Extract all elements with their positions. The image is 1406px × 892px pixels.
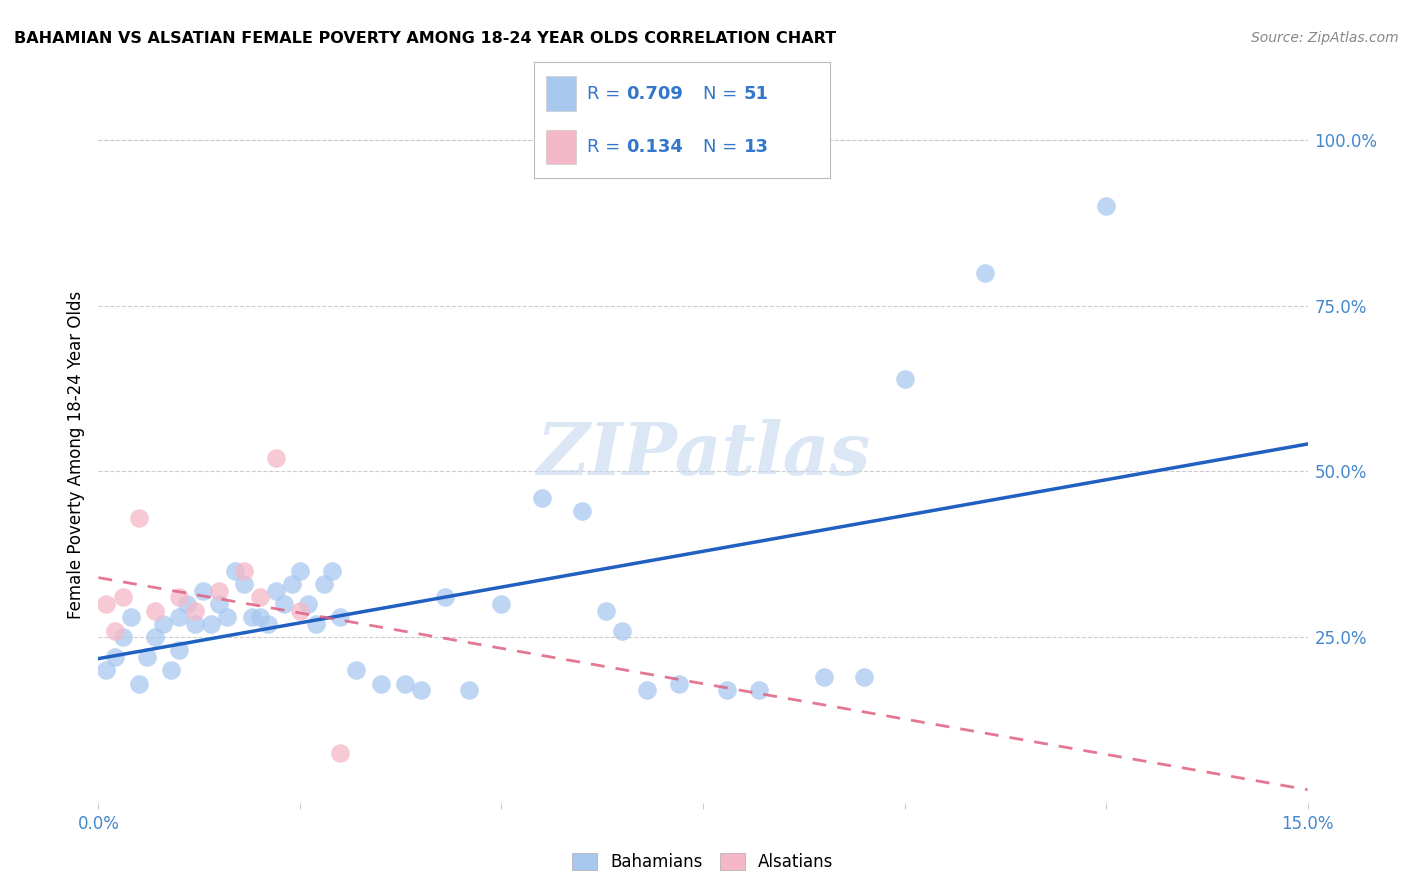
Point [152, 616, 174, 631]
Point [160, 663, 183, 677]
Text: BAHAMIAN VS ALSATIAN FEMALE POVERTY AMONG 18-24 YEAR OLDS CORRELATION CHART: BAHAMIAN VS ALSATIAN FEMALE POVERTY AMON… [14, 31, 837, 46]
Point [297, 597, 319, 611]
Point [434, 591, 457, 605]
Point [288, 564, 311, 578]
Y-axis label: Female Poverty Among 18-24 Year Olds: Female Poverty Among 18-24 Year Olds [66, 291, 84, 619]
Point [120, 610, 142, 624]
Point [249, 610, 271, 624]
Text: ZIPatlas: ZIPatlas [536, 419, 870, 491]
Point [103, 624, 125, 638]
Bar [546, 77, 575, 112]
Point [329, 610, 352, 624]
Point [370, 676, 392, 690]
Point [224, 564, 246, 578]
Point [571, 504, 593, 518]
Point [893, 372, 915, 386]
Text: 0.134: 0.134 [626, 138, 683, 156]
Point [748, 683, 770, 698]
Point [208, 597, 231, 611]
Point [128, 676, 150, 690]
Text: 0.709: 0.709 [626, 85, 683, 103]
Point [273, 597, 295, 611]
Point [394, 676, 416, 690]
Point [595, 604, 617, 618]
Text: R =: R = [588, 85, 620, 103]
Point [458, 683, 481, 698]
Point [96, 663, 118, 677]
Point [281, 577, 304, 591]
Text: 13: 13 [744, 138, 769, 156]
Text: 51: 51 [744, 85, 769, 103]
Text: R =: R = [588, 138, 620, 156]
Point [111, 630, 134, 644]
Point [217, 610, 239, 624]
Point [321, 564, 343, 578]
Point [636, 683, 658, 698]
Point [167, 610, 190, 624]
Point [409, 683, 432, 698]
Point [232, 577, 254, 591]
Point [128, 511, 150, 525]
Point [111, 591, 134, 605]
Text: N =: N = [703, 85, 737, 103]
Point [143, 604, 166, 618]
Point [184, 616, 207, 631]
Point [240, 610, 263, 624]
Point [1095, 199, 1118, 213]
Point [200, 616, 222, 631]
Point [491, 597, 513, 611]
Point [530, 491, 553, 505]
Point [813, 670, 835, 684]
Point [143, 630, 166, 644]
Point [305, 616, 328, 631]
Point [344, 663, 367, 677]
Point [96, 597, 118, 611]
Point [288, 604, 311, 618]
Point [716, 683, 738, 698]
Point [249, 591, 271, 605]
Point [264, 583, 287, 598]
Point [329, 746, 352, 760]
Bar [546, 129, 575, 164]
Point [167, 643, 190, 657]
Point [264, 451, 287, 466]
Point [612, 624, 634, 638]
Point [208, 583, 231, 598]
Point [232, 564, 254, 578]
Point [167, 591, 190, 605]
Point [103, 650, 125, 665]
Point [135, 650, 157, 665]
Legend: Bahamians, Alsatians: Bahamians, Alsatians [565, 847, 841, 878]
Point [193, 583, 215, 598]
Point [974, 266, 997, 280]
Point [314, 577, 336, 591]
Point [256, 616, 278, 631]
Point [853, 670, 876, 684]
Point [184, 604, 207, 618]
Text: N =: N = [703, 138, 737, 156]
Text: Source: ZipAtlas.com: Source: ZipAtlas.com [1251, 31, 1399, 45]
Point [176, 597, 198, 611]
Point [668, 676, 690, 690]
